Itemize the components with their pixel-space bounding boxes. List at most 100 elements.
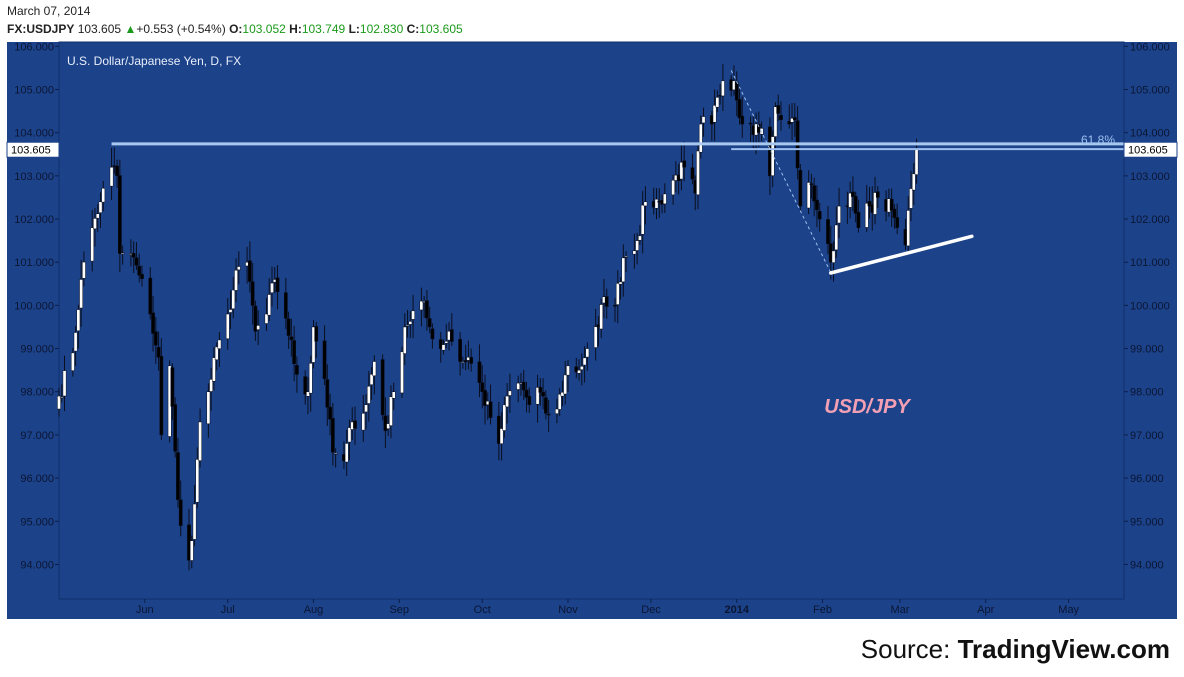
price-tag-left-text: 103.605 bbox=[11, 145, 51, 157]
candle-body bbox=[737, 99, 742, 119]
fib-swing-line bbox=[730, 70, 832, 273]
y-tick-label-right: 94.000 bbox=[1130, 559, 1164, 571]
candle-body bbox=[615, 283, 620, 305]
candle-body bbox=[867, 201, 872, 207]
candle-body bbox=[228, 309, 233, 313]
candle-body bbox=[82, 261, 86, 279]
candle-body bbox=[430, 328, 435, 340]
candle-body bbox=[779, 115, 783, 120]
candle-body bbox=[391, 391, 396, 399]
candle-body bbox=[721, 80, 725, 97]
candle-body bbox=[458, 339, 462, 362]
candle-body bbox=[516, 382, 521, 390]
candle-body bbox=[234, 269, 238, 291]
candle-body bbox=[295, 365, 299, 375]
candle-body bbox=[544, 397, 548, 414]
candle-body bbox=[109, 166, 114, 187]
candle-body bbox=[734, 81, 739, 101]
candle-body bbox=[322, 340, 327, 380]
y-tick-label-left: 103.000 bbox=[14, 171, 54, 183]
candle-body bbox=[574, 366, 579, 373]
candle-body bbox=[682, 160, 687, 168]
candle-body bbox=[405, 325, 410, 327]
low-value: 102.830 bbox=[359, 22, 404, 36]
candle-body bbox=[892, 208, 897, 219]
candle-body bbox=[837, 205, 841, 224]
candle-body bbox=[159, 355, 164, 436]
candle-body bbox=[328, 406, 332, 420]
candle-body bbox=[477, 361, 482, 383]
y-tick-label-left: 102.000 bbox=[14, 214, 54, 226]
candle-body bbox=[499, 428, 504, 444]
candle-body bbox=[400, 351, 404, 394]
chart-title: U.S. Dollar/Japanese Yen, D, FX bbox=[67, 54, 241, 68]
candle-body bbox=[425, 300, 429, 319]
candle-body bbox=[173, 404, 178, 452]
candle-body bbox=[137, 265, 142, 276]
y-tick-label-right: 99.000 bbox=[1130, 344, 1164, 356]
source-brand[interactable]: TradingView.com bbox=[957, 634, 1170, 664]
candle-body bbox=[408, 321, 413, 325]
candle-body bbox=[790, 117, 794, 123]
candle-body bbox=[438, 339, 443, 349]
candle-body bbox=[120, 252, 125, 254]
candle-body bbox=[463, 360, 468, 363]
candle-body bbox=[380, 359, 385, 416]
candle-body bbox=[90, 227, 95, 262]
candle-body bbox=[662, 193, 667, 205]
candle-body bbox=[231, 289, 236, 310]
candle-body bbox=[366, 385, 371, 404]
candle-body bbox=[853, 195, 858, 214]
candle-body bbox=[449, 329, 454, 342]
candle-body bbox=[582, 357, 587, 366]
candle-body bbox=[502, 404, 507, 431]
candle-body bbox=[696, 150, 700, 196]
y-tick-label-left: 105.000 bbox=[14, 84, 54, 96]
candle-body bbox=[57, 395, 61, 410]
candle-body bbox=[621, 257, 626, 283]
candle-body bbox=[856, 212, 861, 228]
candle-body bbox=[283, 292, 288, 319]
candle-body bbox=[524, 389, 529, 398]
candle-body bbox=[817, 211, 822, 220]
candle-body bbox=[306, 391, 310, 397]
symbol-label[interactable]: FX:USDJPY bbox=[7, 22, 75, 36]
candle-body bbox=[267, 294, 272, 316]
candle-body bbox=[411, 310, 415, 320]
candle-body bbox=[308, 363, 313, 394]
y-tick-label-right: 106.000 bbox=[1130, 41, 1170, 53]
candle-body bbox=[289, 336, 294, 341]
candle-body bbox=[325, 379, 330, 408]
candle-body bbox=[508, 390, 512, 396]
candle-body bbox=[911, 173, 916, 191]
y-tick-label-right: 95.000 bbox=[1130, 516, 1164, 528]
candle-body bbox=[914, 149, 919, 175]
candle-body bbox=[189, 540, 194, 561]
price-tag-right: 103.605 bbox=[1123, 141, 1178, 158]
candle-body bbox=[809, 183, 814, 185]
triangle-up-icon: ▲ bbox=[124, 22, 137, 36]
candle-body bbox=[134, 257, 139, 266]
candle-body bbox=[585, 348, 590, 358]
candle-body bbox=[331, 418, 335, 453]
candle-body bbox=[170, 367, 175, 407]
y-tick-label-right: 98.000 bbox=[1130, 387, 1164, 399]
candle-body bbox=[906, 210, 911, 247]
y-tick-label-right: 104.000 bbox=[1130, 128, 1170, 140]
candle-body bbox=[148, 277, 153, 315]
candle-body bbox=[776, 105, 781, 114]
candle-body bbox=[505, 395, 509, 408]
support-trendline bbox=[829, 234, 974, 275]
x-tick-label: Oct bbox=[474, 604, 491, 616]
candle-body bbox=[613, 305, 617, 307]
candle-body bbox=[101, 187, 106, 203]
candle-body bbox=[353, 420, 357, 429]
candle-body bbox=[555, 408, 559, 414]
candle-body bbox=[209, 379, 213, 392]
source-prefix: Source: bbox=[860, 634, 958, 664]
candle-body bbox=[640, 204, 645, 235]
candle-body bbox=[654, 198, 659, 209]
candle-body bbox=[579, 366, 584, 370]
candle-body bbox=[59, 396, 64, 399]
